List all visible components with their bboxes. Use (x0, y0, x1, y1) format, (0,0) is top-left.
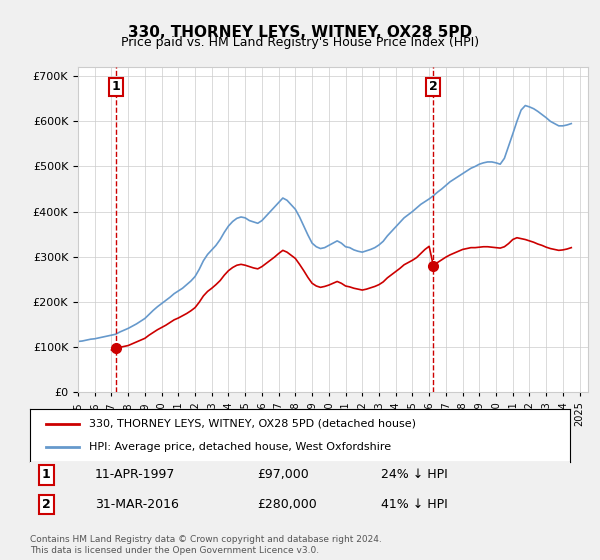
Text: This data is licensed under the Open Government Licence v3.0.: This data is licensed under the Open Gov… (30, 546, 319, 555)
Text: 41% ↓ HPI: 41% ↓ HPI (381, 498, 448, 511)
Text: 31-MAR-2016: 31-MAR-2016 (95, 498, 179, 511)
Text: 1: 1 (112, 80, 121, 93)
Text: 24% ↓ HPI: 24% ↓ HPI (381, 468, 448, 482)
Text: £280,000: £280,000 (257, 498, 317, 511)
Text: HPI: Average price, detached house, West Oxfordshire: HPI: Average price, detached house, West… (89, 442, 392, 452)
Text: 2: 2 (42, 498, 50, 511)
Text: Contains HM Land Registry data © Crown copyright and database right 2024.: Contains HM Land Registry data © Crown c… (30, 535, 382, 544)
Text: £97,000: £97,000 (257, 468, 308, 482)
Text: 330, THORNEY LEYS, WITNEY, OX28 5PD (detached house): 330, THORNEY LEYS, WITNEY, OX28 5PD (det… (89, 419, 416, 429)
Text: 1: 1 (42, 468, 50, 482)
Text: Price paid vs. HM Land Registry's House Price Index (HPI): Price paid vs. HM Land Registry's House … (121, 36, 479, 49)
Text: 330, THORNEY LEYS, WITNEY, OX28 5PD: 330, THORNEY LEYS, WITNEY, OX28 5PD (128, 25, 472, 40)
Text: 2: 2 (429, 80, 438, 93)
Text: 11-APR-1997: 11-APR-1997 (95, 468, 175, 482)
